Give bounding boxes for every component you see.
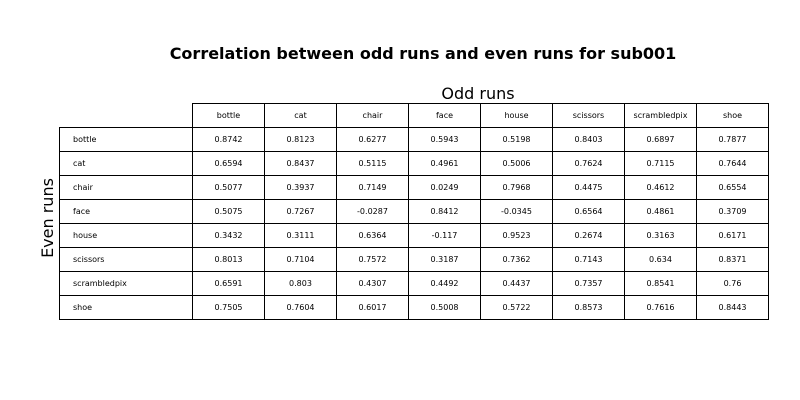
correlation-cell: 0.5943: [408, 127, 481, 152]
correlation-cell: 0.7624: [552, 151, 625, 176]
correlation-cell: 0.5198: [480, 127, 553, 152]
column-header: scissors: [552, 103, 625, 128]
correlation-cell: 0.634: [624, 247, 697, 272]
correlation-cell: 0.3111: [264, 223, 337, 248]
table-row: chair 0.5077 0.3937 0.7149 0.0249 0.7968 0.447…: [59, 175, 769, 200]
table-row: face 0.5075 0.7267 -0.0287 0.8412 -0.0345 0.65…: [59, 199, 769, 224]
table-body: bottle cat chair face house scissors scrambled…: [59, 103, 769, 320]
correlation-cell: 0.8573: [552, 295, 625, 320]
correlation-cell: 0.6591: [192, 271, 265, 296]
column-axis-label: Odd runs: [441, 84, 515, 103]
correlation-cell: 0.76: [696, 271, 769, 296]
table-row: shoe 0.7505 0.7604 0.6017 0.5008 0.5722 0.8573…: [59, 295, 769, 320]
correlation-cell: 0.6594: [192, 151, 265, 176]
correlation-cell: 0.7143: [552, 247, 625, 272]
column-header: face: [408, 103, 481, 128]
correlation-cell: 0.8123: [264, 127, 337, 152]
table-corner: [60, 104, 193, 128]
correlation-cell: 0.8403: [552, 127, 625, 152]
correlation-cell: 0.0249: [408, 175, 481, 200]
table-row: scrambledpix 0.6591 0.803 0.4307 0.4492 0.443…: [59, 271, 769, 296]
table-row: cat 0.6594 0.8437 0.5115 0.4961 0.5006 0.7624 0…: [59, 151, 769, 176]
correlation-cell: 0.8443: [696, 295, 769, 320]
correlation-cell: 0.4437: [480, 271, 553, 296]
correlation-cell: 0.4475: [552, 175, 625, 200]
column-header: shoe: [696, 103, 769, 128]
header-row: bottle cat chair face house scissors scrambled…: [60, 103, 769, 128]
correlation-cell: 0.7267: [264, 199, 337, 224]
row-header: face: [59, 199, 193, 224]
table-row: house 0.3432 0.3111 0.6364 -0.117 0.9523 0.267…: [59, 223, 769, 248]
correlation-cell: -0.117: [408, 223, 481, 248]
correlation-cell: 0.6171: [696, 223, 769, 248]
correlation-cell: 0.8742: [192, 127, 265, 152]
correlation-cell: 0.5008: [408, 295, 481, 320]
row-header: scrambledpix: [59, 271, 193, 296]
correlation-cell: 0.5077: [192, 175, 265, 200]
correlation-cell: 0.7357: [552, 271, 625, 296]
correlation-cell: -0.0287: [336, 199, 409, 224]
correlation-cell: 0.9523: [480, 223, 553, 248]
correlation-cell: 0.7115: [624, 151, 697, 176]
correlation-cell: 0.7616: [624, 295, 697, 320]
correlation-table: bottle cat chair face house scissors scrambled…: [59, 103, 769, 320]
correlation-cell: 0.8412: [408, 199, 481, 224]
row-header: bottle: [59, 127, 193, 152]
table-row: scissors 0.8013 0.7104 0.7572 0.3187 0.7362 0.…: [59, 247, 769, 272]
correlation-cell: 0.2674: [552, 223, 625, 248]
correlation-cell: 0.4307: [336, 271, 409, 296]
correlation-cell: 0.3432: [192, 223, 265, 248]
correlation-cell: 0.5115: [336, 151, 409, 176]
correlation-cell: 0.7877: [696, 127, 769, 152]
table-row: bottle 0.8742 0.8123 0.6277 0.5943 0.5198 0.84…: [59, 127, 769, 152]
correlation-cell: 0.4492: [408, 271, 481, 296]
correlation-cell: 0.3187: [408, 247, 481, 272]
correlation-cell: 0.6564: [552, 199, 625, 224]
column-header: bottle: [192, 103, 265, 128]
correlation-cell: -0.0345: [480, 199, 553, 224]
correlation-cell: 0.7362: [480, 247, 553, 272]
column-header: chair: [336, 103, 409, 128]
correlation-cell: 0.803: [264, 271, 337, 296]
correlation-cell: 0.4961: [408, 151, 481, 176]
column-header: scrambledpix: [624, 103, 697, 128]
correlation-cell: 0.4861: [624, 199, 697, 224]
correlation-cell: 0.7968: [480, 175, 553, 200]
correlation-cell: 0.7572: [336, 247, 409, 272]
correlation-cell: 0.8371: [696, 247, 769, 272]
correlation-cell: 0.8437: [264, 151, 337, 176]
correlation-cell: 0.6277: [336, 127, 409, 152]
row-header: cat: [59, 151, 193, 176]
column-header: house: [480, 103, 553, 128]
correlation-cell: 0.7505: [192, 295, 265, 320]
correlation-cell: 0.5075: [192, 199, 265, 224]
correlation-cell: 0.3163: [624, 223, 697, 248]
correlation-cell: 0.7104: [264, 247, 337, 272]
row-header: chair: [59, 175, 193, 200]
chart-title: Correlation between odd runs and even ru…: [169, 44, 677, 63]
correlation-cell: 0.7149: [336, 175, 409, 200]
correlation-cell: 0.6554: [696, 175, 769, 200]
correlation-cell: 0.8013: [192, 247, 265, 272]
column-header: cat: [264, 103, 337, 128]
correlation-cell: 0.5722: [480, 295, 553, 320]
row-header: house: [59, 223, 193, 248]
correlation-cell: 0.3709: [696, 199, 769, 224]
row-header: shoe: [59, 295, 193, 320]
correlation-cell: 0.4612: [624, 175, 697, 200]
correlation-cell: 0.7604: [264, 295, 337, 320]
correlation-cell: 0.3937: [264, 175, 337, 200]
correlation-cell: 0.6364: [336, 223, 409, 248]
correlation-cell: 0.6897: [624, 127, 697, 152]
correlation-cell: 0.6017: [336, 295, 409, 320]
row-axis-label: Even runs: [38, 178, 57, 258]
correlation-cell: 0.5006: [480, 151, 553, 176]
row-header: scissors: [59, 247, 193, 272]
correlation-cell: 0.7644: [696, 151, 769, 176]
correlation-cell: 0.8541: [624, 271, 697, 296]
